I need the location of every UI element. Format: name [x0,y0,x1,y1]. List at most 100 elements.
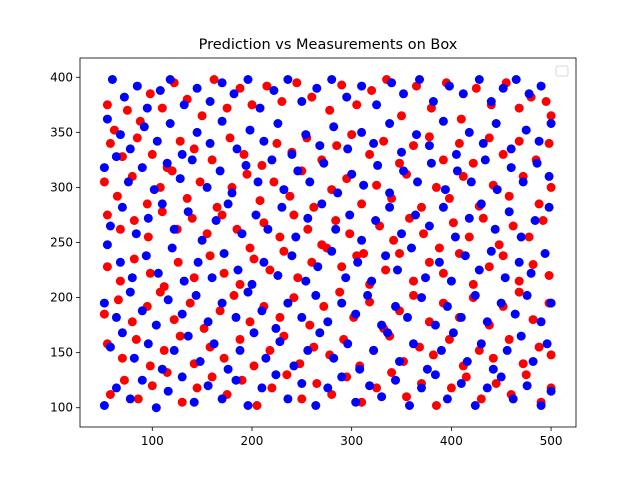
data-point-series-1-216 [249,328,259,338]
data-point-series-1-258 [351,397,361,407]
data-point-series-0-16 [307,92,317,102]
data-point-series-0-61 [514,136,524,146]
data-point-series-0-44 [257,160,267,170]
data-point-series-1-134 [530,216,540,225]
data-point-series-0-20 [367,86,377,95]
data-point-series-1-136 [102,240,112,250]
data-point-series-1-172 [125,287,135,297]
data-point-series-0-248 [521,370,531,380]
data-point-series-1-250 [243,401,253,410]
data-point-series-1-72 [162,158,172,168]
data-point-series-1-21 [387,78,397,88]
data-point-series-1-42 [217,116,227,126]
data-point-series-0-102 [187,213,197,223]
data-point-series-1-213 [209,339,219,349]
data-point-series-0-165 [199,323,209,333]
data-point-series-1-119 [331,224,341,234]
data-point-series-1-125 [411,210,420,220]
data-point-series-1-82 [293,166,303,176]
data-point-series-1-50 [329,122,339,132]
data-point-series-0-190 [117,353,127,363]
data-point-series-1-270 [508,394,518,404]
data-point-series-1-104 [131,229,141,239]
data-point-series-0-8 [197,111,207,121]
data-point-series-1-74 [187,155,197,165]
data-point-series-1-25 [444,81,454,91]
data-point-series-0-113 [345,229,355,239]
y-tick-label: 250 [50,236,73,250]
data-point-series-1-58 [438,116,448,126]
data-point-series-0-197 [219,353,229,363]
data-point-series-1-227 [395,357,404,366]
data-point-series-0-95 [546,182,556,192]
data-point-series-1-171 [111,312,121,322]
data-point-series-0-174 [335,287,345,297]
data-point-series-0-60 [498,149,508,159]
data-point-series-1-63 [506,144,516,154]
data-point-series-1-7 [192,83,202,93]
data-point-series-1-17 [327,75,337,84]
data-point-series-1-16 [312,83,322,93]
data-point-series-1-19 [357,81,367,91]
data-point-series-1-266 [456,379,466,388]
data-point-series-1-263 [417,383,426,393]
data-point-series-1-226 [383,328,393,338]
data-point-series-0-118 [419,229,428,239]
data-point-series-0-144 [352,251,362,261]
data-point-series-0-225 [177,397,187,407]
data-point-series-0-152 [468,279,478,289]
data-point-series-0-223 [147,381,157,391]
data-point-series-1-26 [458,89,468,99]
data-point-series-1-115 [277,202,287,212]
data-point-series-1-73 [175,174,185,184]
data-point-series-0-220 [105,390,115,399]
data-point-series-1-194 [417,293,426,303]
data-point-series-1-231 [448,328,458,338]
data-point-series-1-221 [315,328,325,338]
data-point-series-1-107 [169,224,179,234]
data-point-series-0-233 [297,394,307,404]
data-point-series-1-234 [488,364,498,374]
data-point-series-1-198 [470,290,480,300]
data-point-series-1-174 [151,320,161,330]
data-point-series-1-110 [211,216,221,225]
data-point-series-0-33 [546,111,556,121]
data-point-series-1-203 [536,317,546,327]
data-point-series-1-237 [528,357,538,366]
data-point-series-0-193 [159,345,169,355]
data-point-series-1-6 [179,100,189,110]
data-point-series-0-123 [494,240,504,250]
data-point-series-1-51 [343,144,353,154]
data-point-series-0-114 [359,249,369,258]
data-point-series-1-196 [442,301,452,311]
data-point-series-1-162 [446,276,456,286]
data-point-series-1-259 [365,381,375,391]
data-point-series-1-122 [371,216,381,225]
data-point-series-1-108 [183,207,193,217]
data-point-series-0-170 [275,312,285,322]
data-point-series-0-86 [417,202,426,212]
data-point-series-0-42 [225,133,235,143]
data-point-series-0-37 [147,149,157,159]
data-point-series-1-22 [399,89,408,99]
data-point-series-1-176 [177,309,187,319]
data-point-series-1-44 [245,125,255,135]
data-point-series-0-36 [132,133,142,143]
data-point-series-1-37 [152,136,162,146]
data-point-series-1-5 [165,75,175,84]
data-point-series-1-8 [205,97,215,106]
data-point-series-0-160 [127,317,137,327]
data-point-series-0-107 [259,218,269,228]
data-point-series-1-78 [241,160,251,170]
data-point-series-1-106 [157,199,167,209]
data-point-series-0-212 [444,334,454,344]
data-point-series-0-133 [189,273,199,283]
data-point-series-0-50 [347,130,357,140]
data-point-series-1-191 [377,320,387,330]
y-axis: 100 150 200 250 300 350 400 [50,70,80,415]
data-point-series-1-249 [231,375,241,385]
data-point-series-0-13 [262,81,272,91]
data-point-series-1-180 [231,312,241,322]
data-point-series-1-24 [428,97,438,106]
data-point-series-0-56 [438,155,448,165]
